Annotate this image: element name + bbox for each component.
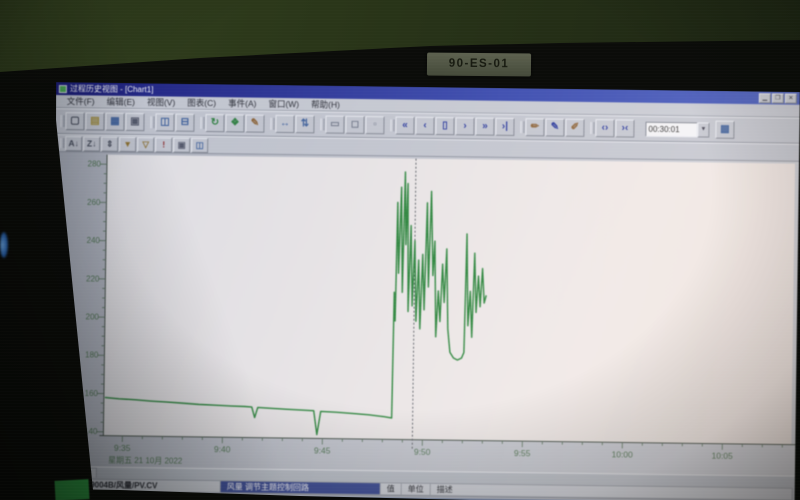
print-icon[interactable]: ▣ (125, 112, 145, 132)
x-tick-label: 9:40 (214, 444, 231, 454)
refresh-icon[interactable]: ↻ (205, 113, 225, 133)
window-controls: ▁ ❐ ✕ (758, 92, 797, 104)
crt-screen: 过程历史视图 - [Chart1] ▁ ❐ ✕ 文件(F) 编辑(E) 视图(V) 图表(… (50, 82, 800, 500)
toolbar-group-7: ‹› ›‹ (589, 119, 635, 138)
maximize-button[interactable]: ❐ (771, 92, 784, 104)
chart-client-area: 140 160 180 200 220 240 260 280 9:35 9:40 9:45 9:50… (50, 151, 800, 500)
toolbar-secondary-groups: A↓ Z↓ ⇕ ▼ ▽! ▣ ◫ (55, 135, 209, 153)
menu-item-0[interactable]: 文件(F) (66, 96, 95, 107)
zoom-y-icon[interactable]: ▫ (365, 116, 385, 135)
scroll-left-icon[interactable]: ‹ (415, 116, 435, 135)
trend-line-series (104, 171, 487, 436)
toolbar-after-combo: ▩ (715, 120, 735, 139)
chart-icon[interactable]: ▦ (105, 112, 125, 131)
zoom-box-icon[interactable]: ▭ (325, 115, 345, 134)
y-tick-label: 160 (85, 389, 99, 398)
x-tick-label: 10:00 (611, 449, 633, 459)
y-tick-label: 180 (85, 351, 99, 360)
toolbar-group-2: ↻ ❖ ✎ (199, 113, 265, 133)
snapshot-icon[interactable]: ❖ (225, 114, 245, 133)
open-icon[interactable]: ▤ (85, 112, 105, 131)
toolbar-group-4: ▭ ◻ ▫ (319, 115, 385, 135)
scroll-far-left-icon[interactable]: « (395, 116, 415, 135)
y-tick-label: 260 (87, 198, 101, 207)
toolbar-group-6: ✏ ✎ ✐ (519, 118, 585, 137)
x-tick-label: 9:45 (314, 445, 331, 455)
scroll-right-icon[interactable]: › (455, 117, 475, 136)
scroll-to-end-icon[interactable]: ›| (495, 117, 515, 137)
legend-cell-2[interactable]: 单位 (400, 483, 430, 495)
event-alarm-icon[interactable]: ! (155, 136, 173, 153)
remove-pen-icon[interactable]: ✐ (565, 118, 585, 137)
zoom-x-icon[interactable]: ◻ (345, 115, 365, 135)
combo-dropdown-icon[interactable]: ▼ (697, 121, 710, 138)
toolbar-secondary-group: A↓ Z↓ ⇕ ▼ ▽! ▣ ◫ (59, 135, 209, 153)
app-icon (58, 84, 67, 93)
expand-timescale-icon[interactable]: ‹› (595, 119, 615, 138)
menu-item-5[interactable]: 窗口(W) (268, 98, 300, 110)
save-view-icon[interactable]: ▩ (715, 120, 735, 139)
x-tick-label: 10:05 (711, 451, 733, 461)
toolbar-group-5: «‹ ▯ ›» ›| (389, 116, 515, 137)
scale-x-icon[interactable]: A↓ (65, 135, 83, 151)
power-led (0, 232, 8, 258)
edit-mode-icon[interactable]: ✎ (245, 114, 265, 133)
time-span-combo: ▼ (645, 121, 710, 138)
print-chart-icon[interactable]: ▣ (173, 137, 191, 153)
filter-clear-icon[interactable]: ▽ (137, 136, 155, 152)
menu-item-1[interactable]: 编辑(E) (106, 96, 136, 108)
toolbar-group-3: ↔ ⇅ (269, 114, 315, 134)
legend-cell-1[interactable]: 值 (379, 483, 401, 495)
x-axis-line (99, 435, 796, 446)
legend-cell-0[interactable]: 风量 调节主题控制回路 (219, 481, 380, 495)
close-button[interactable]: ✕ (784, 93, 797, 104)
y-tick-label: 220 (86, 274, 100, 283)
x-tick-label: 9:35 (114, 443, 131, 453)
filter-icon[interactable]: ▼ (119, 136, 137, 152)
minimize-button[interactable]: ▁ (758, 92, 771, 103)
toolbar-main-groups: ▢ ▤ ▦ ▣ ◫ ⊟ ↻ ❖ ✎ ↔ ⇅ ▭ ◻ ▫ «‹ ▯ ›» ›| ✏ ✎ ✐ ‹› ›‹ (55, 112, 635, 138)
time-span-input[interactable] (645, 121, 698, 137)
x-axis-date-label: 星期五 21 10月 2022 (108, 456, 183, 466)
x-tick-label: 9:50 (414, 447, 431, 457)
autoscale-y-icon[interactable]: ⇕ (101, 136, 119, 152)
monitor-label-plate: 90-ES-01 (426, 52, 532, 77)
new-icon[interactable]: ▢ (65, 112, 85, 131)
annotate-icon[interactable]: ✏ (525, 118, 545, 137)
toolbar-group-0: ▢ ▤ ▦ ▣ (59, 112, 145, 132)
x-tick-label: 9:55 (514, 448, 531, 458)
center-cursor-icon[interactable]: ▯ (435, 116, 455, 136)
menu-item-2[interactable]: 视图(V) (146, 97, 176, 108)
y-tick-label: 240 (87, 236, 101, 245)
menu-item-4[interactable]: 事件(A) (228, 98, 257, 109)
toolbar-group-1: ◫ ⊟ (149, 113, 195, 132)
menu-item-6[interactable]: 帮助(H) (311, 99, 340, 110)
compress-timescale-icon[interactable]: ›‹ (615, 119, 635, 138)
move-vertical-icon[interactable]: ⇅ (295, 115, 315, 134)
move-horizontal-icon[interactable]: ↔ (275, 114, 295, 134)
y-tick-label: 200 (86, 312, 100, 321)
tile-vertical-icon[interactable]: ⊟ (175, 113, 195, 132)
y-tick-label: 280 (88, 159, 102, 168)
scale-z-icon[interactable]: Z↓ (83, 135, 101, 152)
legend-panel-icon[interactable]: ◫ (191, 137, 209, 153)
add-pen-icon[interactable]: ✎ (545, 118, 565, 137)
legend-cell-3[interactable]: 描述 (429, 483, 459, 496)
menu-item-3[interactable]: 图表(C) (187, 97, 217, 109)
scroll-far-right-icon[interactable]: » (475, 117, 495, 136)
green-sticker (54, 479, 90, 500)
tile-horizontal-icon[interactable]: ◫ (155, 113, 175, 132)
